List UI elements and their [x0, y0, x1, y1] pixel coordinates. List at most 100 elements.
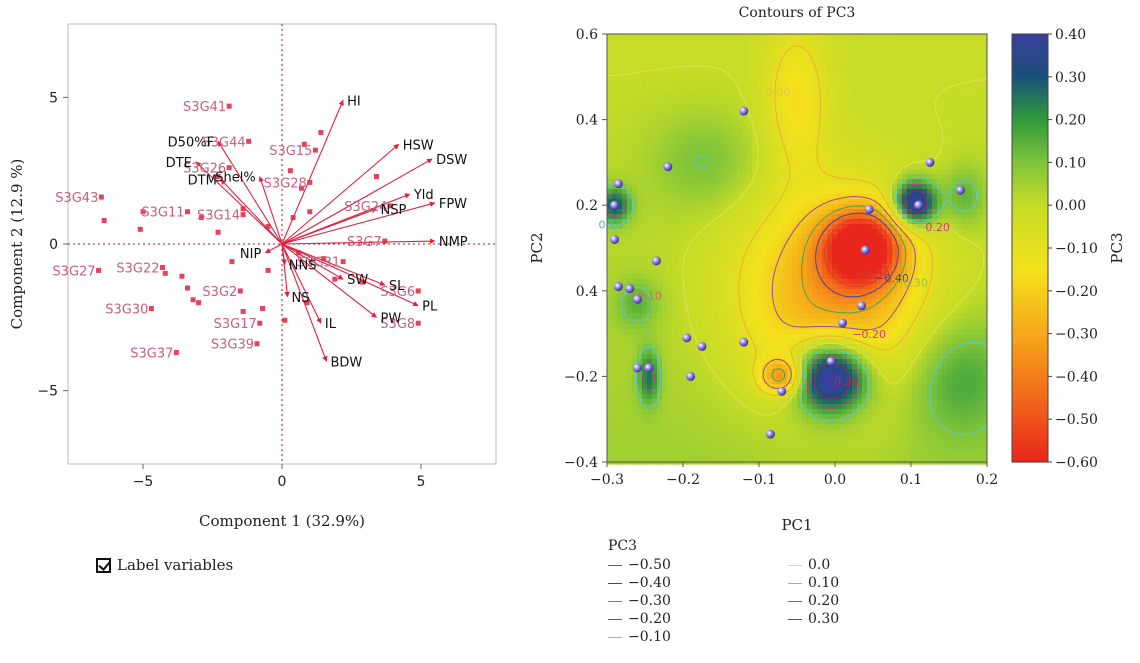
- surface-cell: [887, 94, 893, 100]
- surface-cell: [782, 94, 788, 100]
- surface-cell: [732, 344, 738, 350]
- surface-cell: [732, 304, 738, 310]
- surface-cell: [687, 159, 693, 165]
- surface-cell: [752, 139, 758, 145]
- surface-cell: [912, 169, 918, 175]
- surface-cell: [797, 229, 803, 235]
- surface-cell: [622, 49, 628, 55]
- surface-cell: [757, 124, 763, 130]
- surface-cell: [817, 99, 823, 105]
- surface-cell: [837, 59, 843, 65]
- surface-cell: [642, 334, 648, 340]
- surface-cell: [942, 344, 948, 350]
- surface-cell: [692, 299, 698, 305]
- surface-cell: [972, 314, 978, 320]
- surface-cell: [907, 324, 913, 330]
- surface-cell: [772, 184, 778, 190]
- surface-cell: [702, 114, 708, 120]
- surface-cell: [612, 154, 618, 160]
- surface-cell: [927, 244, 933, 250]
- surface-cell: [952, 319, 958, 325]
- surface-cell: [667, 329, 673, 335]
- surface-cell: [757, 274, 763, 280]
- surface-cell: [722, 99, 728, 105]
- surface-cell: [952, 79, 958, 85]
- surface-cell: [927, 309, 933, 315]
- surface-cell: [697, 59, 703, 65]
- surface-cell: [667, 39, 673, 45]
- surface-cell: [617, 339, 623, 345]
- surface-cell: [917, 269, 923, 275]
- surface-cell: [927, 219, 933, 225]
- surface-cell: [807, 204, 813, 210]
- surface-cell: [647, 139, 653, 145]
- surface-cell: [802, 154, 808, 160]
- surface-cell: [732, 69, 738, 75]
- surface-cell: [792, 194, 798, 200]
- surface-cell: [917, 44, 923, 50]
- surface-cell: [717, 189, 723, 195]
- surface-cell: [872, 294, 878, 300]
- surface-cell: [882, 124, 888, 130]
- surface-cell: [912, 89, 918, 95]
- surface-cell: [662, 329, 668, 335]
- surface-cell: [942, 179, 948, 185]
- surface-cell: [957, 299, 963, 305]
- surface-cell: [767, 254, 773, 260]
- surface-cell: [777, 259, 783, 265]
- surface-cell: [792, 119, 798, 125]
- surface-cell: [607, 224, 613, 230]
- surface-cell: [852, 339, 858, 345]
- surface-cell: [627, 224, 633, 230]
- surface-cell: [627, 144, 633, 150]
- data-point: [321, 256, 327, 262]
- surface-cell: [842, 274, 848, 280]
- surface-cell: [627, 149, 633, 155]
- surface-cell: [922, 164, 928, 170]
- surface-cell: [667, 339, 673, 345]
- surface-cell: [942, 64, 948, 70]
- surface-cell: [692, 264, 698, 270]
- surface-cell: [682, 239, 688, 245]
- surface-cell: [902, 279, 908, 285]
- surface-cell: [802, 169, 808, 175]
- surface-cell: [837, 299, 843, 305]
- surface-cell: [887, 139, 893, 145]
- surface-cell: [887, 54, 893, 60]
- surface-cell: [912, 74, 918, 80]
- surface-cell: [897, 59, 903, 65]
- surface-cell: [817, 269, 823, 275]
- surface-cell: [842, 189, 848, 195]
- surface-cell: [672, 314, 678, 320]
- surface-cell: [647, 119, 653, 125]
- surface-cell: [677, 224, 683, 230]
- surface-cell: [847, 279, 853, 285]
- surface-cell: [642, 264, 648, 270]
- surface-cell: [742, 269, 748, 275]
- surface-cell: [852, 239, 858, 245]
- surface-cell: [667, 189, 673, 195]
- surface-cell: [922, 269, 928, 275]
- surface-cell: [927, 204, 933, 210]
- surface-cell: [907, 344, 913, 350]
- surface-cell: [867, 104, 873, 110]
- surface-cell: [622, 309, 628, 315]
- surface-cell: [637, 84, 643, 90]
- surface-cell: [797, 164, 803, 170]
- surface-cell: [747, 284, 753, 290]
- surface-cell: [737, 129, 743, 135]
- surface-cell: [947, 304, 953, 310]
- surface-cell: [952, 129, 958, 135]
- surface-cell: [772, 329, 778, 335]
- surface-cell: [747, 239, 753, 245]
- surface-cell: [882, 249, 888, 255]
- surface-cell: [937, 144, 943, 150]
- surface-cell: [727, 119, 733, 125]
- surface-cell: [717, 39, 723, 45]
- surface-cell: [722, 44, 728, 50]
- surface-cell: [812, 39, 818, 45]
- surface-cell: [962, 129, 968, 135]
- surface-cell: [612, 124, 618, 130]
- surface-cell: [942, 69, 948, 75]
- surface-cell: [982, 159, 988, 165]
